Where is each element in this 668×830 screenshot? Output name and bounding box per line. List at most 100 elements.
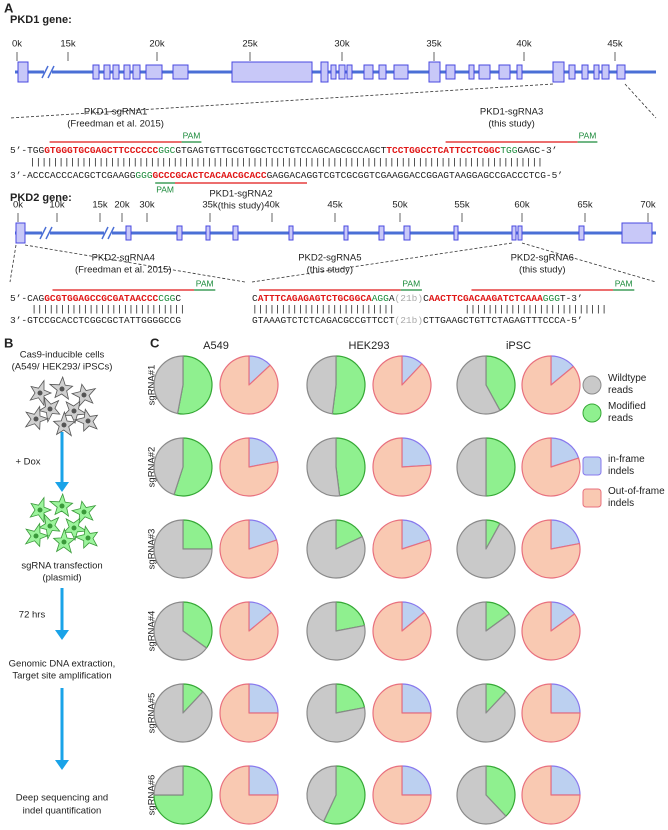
- sgrna-ref: (Freedman et al. 2015): [67, 119, 164, 130]
- pie-slice: [372, 519, 432, 579]
- cell-nucleus: [61, 539, 67, 545]
- sequence-segment: (21b): [395, 315, 424, 326]
- sgrna-ref: (this study): [218, 201, 264, 212]
- gene-tick-label: 20k: [114, 200, 130, 211]
- exon: [123, 64, 131, 80]
- exon: [125, 225, 132, 241]
- pie-slice: [401, 765, 432, 796]
- break-gap: [42, 230, 50, 236]
- pie-slice: [219, 765, 279, 825]
- sequence-segment: 3’-GTCCGCACCTCGGCGCTATTGGGGCCG: [10, 315, 181, 326]
- pie-slice: [248, 765, 279, 796]
- pie-slice: [219, 437, 279, 497]
- pie-slice: [485, 765, 516, 817]
- gene-tick-label: 35k: [202, 200, 218, 211]
- legend-label: Out-of-frame indels: [608, 486, 665, 509]
- sgrna-label: PKD1-sgRNA1: [84, 107, 147, 118]
- pie-slice: [335, 601, 366, 632]
- sgrna-ref: (Freedman et al. 2015): [75, 265, 172, 276]
- sequence-segment: GCCCGCACTCACAACGCACC: [153, 170, 267, 181]
- exon: [616, 64, 626, 80]
- pie-slice: [153, 765, 184, 796]
- row-label: sgRNA#6: [147, 775, 158, 816]
- pie-slice: [153, 355, 184, 415]
- cell-nucleus: [37, 507, 43, 513]
- exon: [468, 64, 475, 80]
- pie-slice: [372, 601, 432, 661]
- exon: [145, 64, 163, 80]
- sequence-segment: GCGTGGAGCCGCGATAACCC: [44, 293, 158, 304]
- pie-slice: [335, 437, 366, 497]
- workflow-text: Target site amplification: [12, 671, 111, 682]
- workflow-text: (A549/ HEK293/ iPSCs): [12, 362, 113, 373]
- legend-marker: [582, 403, 602, 423]
- sequence-segment: AGG: [372, 293, 389, 304]
- base-pairs: |||||||||||||||||||||||||: [252, 304, 395, 315]
- cell-nucleus: [47, 406, 53, 412]
- pie-slice: [456, 683, 516, 743]
- cell-nucleus: [33, 533, 39, 539]
- pie-slice: [306, 601, 366, 661]
- break-gap: [44, 69, 52, 75]
- sequence-segment: GGG: [135, 170, 152, 181]
- gene-tick-label: 45k: [607, 39, 623, 50]
- gene-tick-label: 55k: [454, 200, 470, 211]
- row-label: sgRNA#4: [147, 611, 158, 652]
- workflow-text: (plasmid): [42, 573, 81, 584]
- exon: [378, 225, 385, 241]
- gene-title: PKD2 gene:: [10, 192, 72, 204]
- pie-slice: [306, 355, 337, 415]
- gene-title: PKD1 gene:: [10, 14, 72, 26]
- pie-slice: [248, 683, 279, 714]
- cell-nucleus: [85, 535, 91, 541]
- break-mark: [101, 226, 109, 240]
- exon: [393, 64, 409, 80]
- exon: [428, 61, 441, 83]
- break-mark: [47, 65, 55, 79]
- sgrna-label: PKD2-sgRNA5: [298, 253, 361, 264]
- exon: [15, 222, 26, 244]
- sequence-segment: GTGAGTGTTGCGTGGCTCCTGTCCAGCAGCGCCAGCT: [175, 145, 386, 156]
- exon: [343, 225, 349, 241]
- dna-sequence: GTAAAGTCTCTCAGACGCCGTTCCT(21b)CTTGAAGCTG…: [252, 315, 583, 326]
- gene-tick-label: 35k: [426, 39, 442, 50]
- gene-tick-label: 50k: [392, 200, 408, 211]
- sgrna-ref: (this study): [519, 265, 565, 276]
- gene-tick-label: 0k: [12, 39, 22, 50]
- gene-tick-label: 45k: [327, 200, 343, 211]
- gene-tick-label: 15k: [92, 200, 108, 211]
- pie-slice: [176, 355, 213, 415]
- pie-slice: [401, 437, 432, 468]
- gene-tick-label: 70k: [640, 200, 656, 211]
- sequence-segment: TGG: [500, 145, 517, 156]
- pam-label: PAM: [196, 278, 214, 288]
- pie-slice: [521, 765, 581, 825]
- pam-label: PAM: [402, 278, 420, 288]
- dna-sequence: 5’-TGGGTGGGTGCGAGCTTCCCCCCGGCGTGAGTGTTGC…: [10, 145, 557, 156]
- legend-marker: [582, 456, 602, 476]
- cell-nucleus: [47, 523, 53, 529]
- exon: [568, 64, 576, 80]
- gene-tick-label: 20k: [149, 39, 165, 50]
- sequence-segment: GAGGACAGGTCGTCGCGGTCGAAGGACCGGAGTAAGGAGC…: [267, 170, 563, 181]
- pie-slice: [456, 519, 516, 579]
- pie-slice: [550, 519, 581, 550]
- exon: [581, 64, 589, 80]
- gene-tick-label: 30k: [139, 200, 155, 211]
- workflow-text: Cas9-inducible cells: [20, 350, 105, 361]
- column-title: iPSC: [506, 340, 531, 352]
- base-pairs: |||||||||||||||||||||||||||: [31, 304, 185, 315]
- pie-slice: [456, 437, 487, 497]
- exon: [578, 225, 585, 241]
- workflow-text: Genomic DNA extraction,: [9, 659, 116, 670]
- panel-label: A: [4, 0, 14, 15]
- exon: [498, 64, 511, 80]
- exon: [378, 64, 387, 80]
- sequence-segment: C: [423, 293, 429, 304]
- zoom-guide: [251, 242, 513, 283]
- exon: [288, 225, 294, 241]
- panel-label: B: [4, 335, 13, 350]
- pam-label: PAM: [183, 130, 201, 140]
- exon: [517, 225, 523, 241]
